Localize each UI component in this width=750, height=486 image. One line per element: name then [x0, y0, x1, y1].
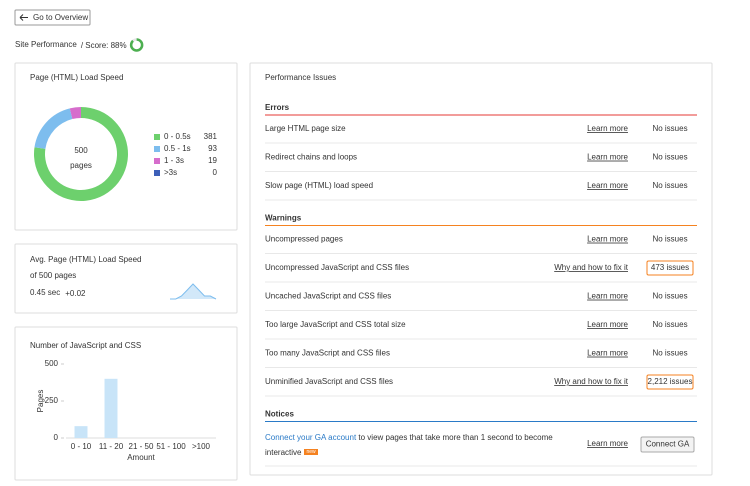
- issue-link[interactable]: Learn more: [587, 124, 628, 133]
- page-title: Site Performance: [15, 40, 77, 49]
- issue-name: Large HTML page size: [265, 124, 346, 133]
- legend-value: 0: [213, 168, 218, 177]
- legend-value: 19: [208, 156, 217, 165]
- issue-status: No issues: [652, 181, 687, 190]
- js-css-card: [14, 326, 238, 481]
- legend-swatch: [154, 146, 160, 152]
- issue-status-box[interactable]: [646, 374, 694, 390]
- new-badge: new: [304, 449, 318, 456]
- y-tick-label: 250: [45, 396, 59, 405]
- legend-swatch: [154, 134, 160, 140]
- legend-label: >3s: [164, 168, 177, 177]
- issues-card: [249, 62, 713, 476]
- issue-name: Uncompressed JavaScript and CSS files: [265, 263, 409, 272]
- issue-name: Redirect chains and loops: [265, 153, 357, 162]
- issue-status: No issues: [652, 235, 687, 244]
- card-title: Avg. Page (HTML) Load Speed: [30, 255, 141, 264]
- issue-status: No issues: [652, 124, 687, 133]
- legend-swatch: [154, 158, 160, 164]
- sparkline-area: [170, 284, 216, 299]
- issue-status: No issues: [652, 153, 687, 162]
- back-label: Go to Overview: [33, 13, 88, 22]
- x-tick-label: 0 - 10: [71, 442, 92, 451]
- x-tick-label: 51 - 100: [156, 442, 186, 451]
- y-tick-label: 500: [45, 359, 59, 368]
- issue-status: No issues: [652, 292, 687, 301]
- avg-delta: +0.02: [65, 289, 86, 298]
- issue-status[interactable]: 473 issues: [651, 263, 689, 272]
- issue-link[interactable]: Why and how to fix it: [554, 263, 629, 272]
- issue-link[interactable]: Learn more: [587, 235, 628, 244]
- donut-center-value: 500: [74, 146, 88, 155]
- donut-center-unit: pages: [70, 161, 92, 170]
- issue-link[interactable]: Why and how to fix it: [554, 377, 629, 386]
- donut-segment: [34, 108, 73, 149]
- legend-swatch: [154, 170, 160, 176]
- notice-body: to view pages that take more than 1 seco…: [265, 433, 553, 457]
- y-axis-label: Pages: [36, 390, 45, 413]
- issue-name: Uncached JavaScript and CSS files: [265, 292, 391, 301]
- issue-name: Too large JavaScript and CSS total size: [265, 320, 406, 329]
- bar: [104, 378, 118, 438]
- score-label: / Score: 88%: [81, 41, 127, 50]
- bar: [74, 426, 88, 438]
- x-tick-label: 11 - 20: [99, 442, 124, 451]
- notice-link[interactable]: Learn more: [587, 439, 628, 448]
- score-ring: [129, 38, 144, 52]
- donut-segment: [69, 106, 81, 120]
- issue-status[interactable]: 2,212 issues: [648, 377, 693, 386]
- issue-status: No issues: [652, 320, 687, 329]
- issue-status-box[interactable]: [646, 260, 694, 276]
- legend-label: 0 - 0.5s: [164, 132, 191, 141]
- connect-button[interactable]: [640, 436, 695, 453]
- issue-name: Slow page (HTML) load speed: [265, 181, 373, 190]
- x-tick-label: >100: [192, 442, 211, 451]
- legend-label: 1 - 3s: [164, 156, 184, 165]
- card-title: Number of JavaScript and CSS: [30, 341, 141, 350]
- avg-value: 0.45 sec: [30, 288, 60, 297]
- legend-value: 381: [204, 132, 218, 141]
- notice-text: Connect your GA account to view pages th…: [265, 430, 565, 460]
- legend-label: 0.5 - 1s: [164, 144, 191, 153]
- issue-name: Too many JavaScript and CSS files: [265, 349, 390, 358]
- issue-link[interactable]: Learn more: [587, 292, 628, 301]
- section-title: Warnings: [265, 214, 302, 223]
- issues-title: Performance Issues: [265, 73, 336, 82]
- issue-link[interactable]: Learn more: [587, 181, 628, 190]
- issue-link[interactable]: Learn more: [587, 320, 628, 329]
- back-button[interactable]: [14, 9, 91, 26]
- legend-value: 93: [208, 144, 217, 153]
- y-tick-label: 0: [54, 433, 59, 442]
- issue-status: No issues: [652, 349, 687, 358]
- issue-link[interactable]: Learn more: [587, 349, 628, 358]
- sparkline: [170, 283, 217, 300]
- issue-name: Uncompressed pages: [265, 235, 343, 244]
- x-tick-label: 21 - 50: [129, 442, 154, 451]
- card-subtitle: of 500 pages: [30, 271, 76, 280]
- back-arrow: [19, 14, 28, 21]
- issue-link[interactable]: Learn more: [587, 153, 628, 162]
- section-title: Errors: [265, 103, 290, 112]
- connect-button-label[interactable]: Connect GA: [646, 440, 690, 449]
- x-axis-label: Amount: [127, 453, 155, 462]
- card-title: Page (HTML) Load Speed: [30, 73, 123, 82]
- section-title: Notices: [265, 410, 294, 419]
- ga-link[interactable]: Connect your GA account: [265, 433, 357, 442]
- issue-name: Unminified JavaScript and CSS files: [265, 377, 393, 386]
